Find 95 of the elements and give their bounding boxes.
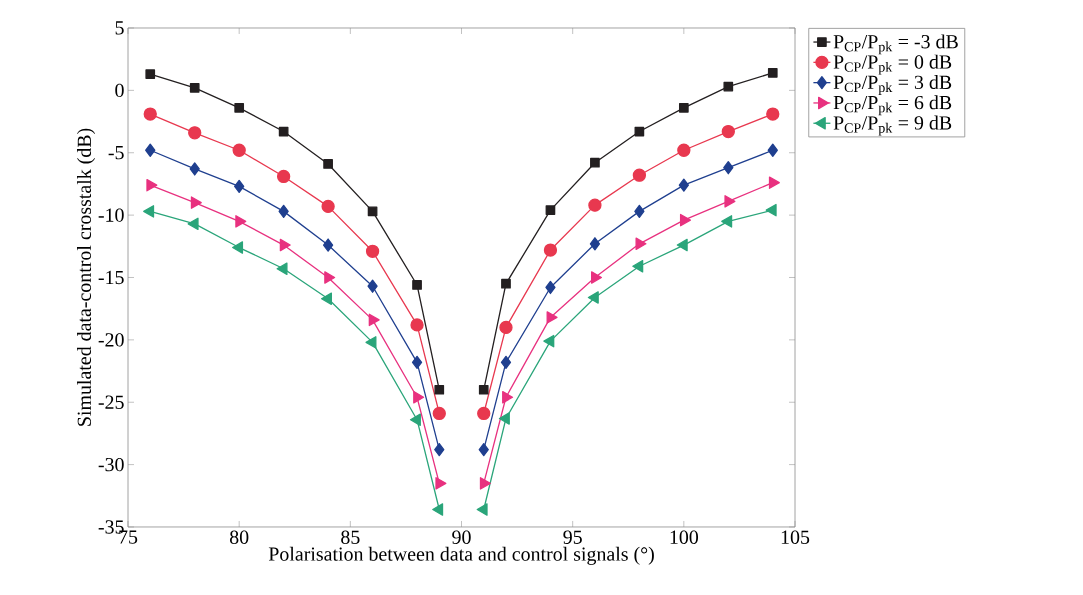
point [632,259,644,273]
legend-label: P$_{CP}$/P$_{pk}$ = 6 dB [833,95,952,116]
point [367,279,378,293]
legend-label: P$_{CP}$/P$_{pk}$ = 9 dB [833,115,952,136]
point [145,69,156,79]
point [635,237,647,251]
point [365,244,380,258]
point [432,406,446,421]
point [143,205,155,218]
y-tick-label: -15 [98,270,124,285]
point [479,477,491,490]
point [588,198,602,212]
point [723,81,734,92]
point [543,243,558,257]
point [411,355,423,369]
point [435,477,447,490]
legend-label: P$_{CP}$/P$_{pk}$ = 3 dB [833,74,952,95]
point [678,102,689,113]
point [434,384,445,395]
point [724,195,736,208]
y-tick-label: 5 [115,21,124,35]
point [679,213,691,227]
point [500,355,512,369]
point [324,271,336,284]
point [768,176,780,189]
point [365,336,377,349]
point [766,107,780,121]
point [723,161,734,175]
point [189,162,200,176]
point [632,168,647,182]
point [410,318,424,332]
point [413,390,425,404]
point [765,203,777,217]
point [187,217,199,231]
point [676,238,688,252]
point [146,178,158,192]
point [145,143,156,157]
point [188,126,202,140]
point [721,124,735,139]
y-tick-label: -25 [98,395,124,409]
x-tick-label: 90 [452,530,471,544]
point [321,199,335,214]
point [590,157,600,168]
x-tick-label: 80 [229,530,249,544]
point [279,238,291,252]
point [721,215,733,228]
point [190,196,202,209]
point [478,384,489,395]
point [478,442,489,457]
y-tick-label: -10 [98,208,124,222]
y-axis-title: Simulated data-control crosstalk (dB) [77,128,96,426]
point [476,503,488,516]
point [545,280,556,295]
legend-label: P$_{CP}$/P$_{pk}$ = -3 dB [833,34,958,55]
y-tick-label: -5 [108,146,124,160]
x-tick-label: 85 [341,530,360,544]
point [545,205,556,215]
point [276,262,288,276]
point [498,412,510,425]
point [368,313,380,327]
point [589,237,601,251]
y-tick-label: -20 [98,333,124,347]
point [323,159,333,169]
x-tick-label: 95 [563,530,582,544]
point [501,278,511,289]
point [235,215,247,228]
x-tick-label: 105 [781,530,810,544]
point [189,83,200,93]
point [234,102,245,113]
point [543,334,555,348]
point [677,143,691,157]
point [278,204,289,219]
y-tick-label: -30 [98,457,124,472]
point [678,178,689,192]
point [432,503,444,516]
point [412,280,422,290]
point [634,204,645,219]
legend-label: P$_{CP}$/P$_{pk}$ = 0 dB [833,54,952,75]
point [322,238,334,252]
y-tick-label: 0 [115,83,124,98]
point [234,179,245,194]
point [767,143,778,157]
point [499,320,513,335]
point [320,292,333,305]
point [477,406,491,421]
point [587,291,599,304]
point [143,107,157,121]
point [232,241,244,254]
point [276,169,291,184]
x-tick-label: 100 [670,530,699,544]
x-axis-title: Polarisation between data and control signals (°) [268,546,654,565]
point [232,143,246,157]
point [767,68,778,78]
point [546,311,558,324]
point [434,442,445,457]
